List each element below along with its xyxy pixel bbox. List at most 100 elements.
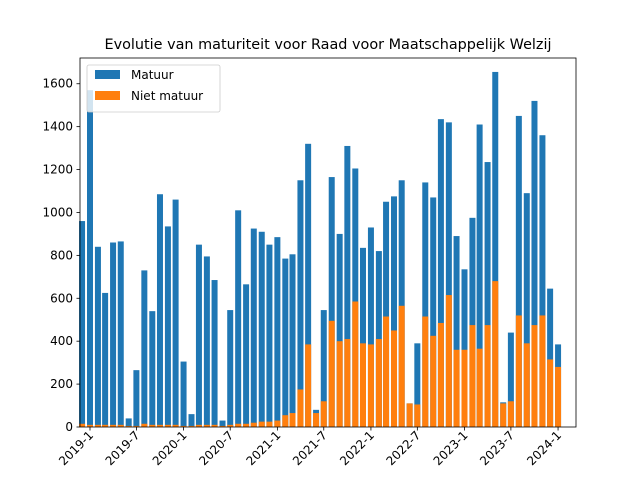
bar-niet-matuur-2022-08 [422, 316, 429, 427]
bar-niet-matuur-2022-02 [375, 339, 382, 427]
bar-matuur-2023-12 [547, 288, 554, 428]
bar-niet-matuur-2020-04 [203, 424, 210, 427]
bar-niet-matuur-2019-07 [133, 425, 140, 427]
bar-niet-matuur-2020-01 [180, 425, 187, 427]
bar-matuur-2019-04 [110, 242, 117, 427]
bar-matuur-2020-05 [211, 280, 218, 427]
y-axis: 0 200 400 600 800 1000 1200 1400 1600 [42, 77, 80, 434]
bar-niet-matuur-2020-10 [250, 422, 257, 427]
bar-matuur-2021-12 [359, 247, 366, 427]
y-tick-label: 1400 [42, 120, 73, 134]
bar-matuur-2019-07 [133, 370, 140, 427]
bar-matuur-2019-08 [141, 270, 148, 427]
bar-niet-matuur-2021-12 [359, 343, 366, 427]
bar-matuur-2020-09 [243, 284, 250, 427]
bar-niet-matuur-2019-12 [172, 424, 179, 427]
bar-matuur-2019-06 [125, 418, 132, 427]
bar-matuur-2023-02 [469, 217, 476, 427]
series-niet-matuur-bars [79, 281, 562, 427]
bar-matuur-2023-04 [484, 162, 491, 428]
y-tick-label: 800 [50, 248, 73, 262]
bar-matuur-2023-03 [476, 124, 483, 427]
bar-niet-matuur-2021-02 [282, 415, 289, 427]
y-tick-label: 200 [50, 377, 73, 391]
bar-niet-matuur-2019-10 [156, 424, 163, 427]
legend-box [86, 64, 221, 113]
bar-matuur-2020-12 [266, 244, 273, 427]
bar-matuur-2022-11 [445, 122, 452, 428]
bar-niet-matuur-2018-12 [79, 423, 86, 427]
bar-matuur-2022-10 [437, 119, 444, 427]
bar-niet-matuur-2023-09 [523, 343, 530, 427]
bar-niet-matuur-2020-05 [211, 424, 218, 427]
bar-matuur-2022-01 [367, 227, 374, 427]
bar-matuur-2020-06 [219, 420, 226, 427]
bar-niet-matuur-2023-10 [531, 325, 538, 427]
bar-niet-matuur-2022-04 [391, 330, 398, 427]
bar-niet-matuur-2023-01 [461, 349, 468, 427]
bar-niet-matuur-2020-09 [243, 423, 250, 427]
bar-matuur-2022-05 [398, 180, 405, 427]
bar-matuur-2021-09 [336, 233, 343, 427]
legend-label-niet-matuur: Niet matuur [131, 89, 203, 103]
bar-niet-matuur-2019-02 [94, 424, 101, 427]
bar-niet-matuur-2022-03 [383, 316, 390, 427]
bar-matuur-2022-12 [453, 236, 460, 427]
bar-niet-matuur-2019-09 [149, 424, 156, 427]
bar-niet-matuur-2019-05 [117, 424, 124, 427]
bar-niet-matuur-2022-11 [445, 295, 452, 427]
bar-matuur-2021-01 [274, 237, 281, 427]
y-tick-label: 1000 [42, 205, 73, 219]
bar-niet-matuur-2023-07 [507, 401, 514, 427]
bar-matuur-2019-03 [102, 292, 109, 427]
x-tick-label: 2023-1 [431, 428, 471, 468]
bar-niet-matuur-2020-08 [235, 423, 242, 427]
bar-niet-matuur-2019-11 [164, 424, 171, 427]
bar-niet-matuur-2022-01 [367, 344, 374, 427]
y-tick-label: 0 [65, 420, 73, 434]
bar-niet-matuur-2020-11 [258, 421, 265, 427]
bar-matuur-2018-12 [79, 221, 86, 427]
legend: Matuur Niet matuur [86, 64, 221, 113]
x-tick-label: 2022-7 [383, 428, 423, 468]
bar-niet-matuur-2019-06 [125, 425, 132, 427]
bar-niet-matuur-2020-12 [266, 421, 273, 427]
bar-niet-matuur-2021-06 [313, 413, 320, 427]
bar-niet-matuur-2023-11 [539, 315, 546, 427]
bar-niet-matuur-2021-11 [352, 301, 359, 427]
bar-matuur-2021-03 [289, 254, 296, 427]
bar-matuur-2023-05 [492, 71, 499, 427]
bar-matuur-2022-08 [422, 182, 429, 427]
bar-matuur-2023-09 [523, 193, 530, 427]
bar-matuur-2021-10 [344, 145, 351, 427]
bar-niet-matuur-2021-09 [336, 341, 343, 427]
bar-niet-matuur-2021-05 [305, 344, 312, 427]
chart-title: Evolutie van maturiteit voor Raad voor M… [105, 37, 552, 53]
bar-niet-matuur-2022-06 [406, 403, 413, 427]
bar-matuur-2021-08 [328, 177, 335, 427]
bar-niet-matuur-2021-10 [344, 339, 351, 427]
x-axis: 2019-1 2019-7 2020-1 2020-7 2021-1 2021-7 2022… [56, 427, 564, 468]
bar-matuur-2020-11 [258, 231, 265, 427]
bar-matuur-2019-12 [172, 199, 179, 427]
bar-niet-matuur-2023-06 [500, 403, 507, 427]
y-tick-label: 600 [50, 291, 73, 305]
bar-matuur-2022-04 [391, 196, 398, 428]
bar-matuur-2023-07 [507, 332, 514, 427]
bar-matuur-2021-02 [282, 258, 289, 427]
bar-matuur-2020-08 [235, 210, 242, 427]
bar-niet-matuur-2022-05 [398, 305, 405, 427]
y-tick-label: 1200 [42, 163, 73, 177]
bar-niet-matuur-2021-04 [297, 389, 304, 427]
bar-niet-matuur-2022-07 [414, 404, 421, 427]
bar-matuur-2020-02 [188, 414, 195, 427]
bar-niet-matuur-2023-04 [484, 325, 491, 427]
bar-niet-matuur-2019-08 [141, 423, 148, 427]
plot-frame [79, 57, 577, 428]
bar-matuur-2022-07 [414, 343, 421, 427]
bar-matuur-2022-03 [383, 201, 390, 427]
bar-niet-matuur-2021-07 [320, 401, 327, 427]
x-tick-label: 2021-1 [244, 428, 284, 468]
x-tick-label: 2024-1 [524, 428, 564, 468]
